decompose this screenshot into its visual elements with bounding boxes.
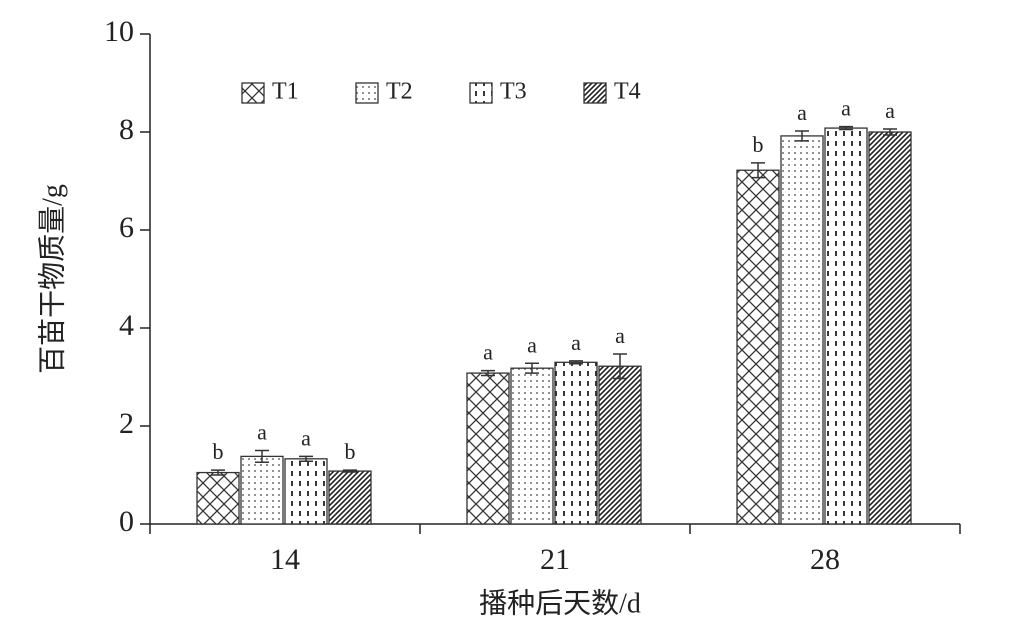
x-axis-label: 播种后天数/d <box>479 587 641 619</box>
significance-label: a <box>841 96 851 121</box>
significance-label: a <box>571 330 581 355</box>
y-tick-label: 2 <box>119 407 134 440</box>
significance-label: a <box>301 425 311 450</box>
bar <box>554 361 598 525</box>
significance-label: a <box>797 100 807 125</box>
bar <box>240 455 284 525</box>
bar <box>824 127 868 525</box>
error-bar <box>525 362 539 374</box>
bar <box>736 169 780 525</box>
error-bar <box>255 449 269 464</box>
error-bar <box>795 130 809 142</box>
error-bar <box>883 128 897 136</box>
legend-swatch <box>355 82 379 104</box>
legend-label: T4 <box>614 79 641 105</box>
bar <box>598 365 642 525</box>
bar <box>328 470 372 525</box>
error-bar <box>751 162 765 179</box>
error-bar <box>481 369 495 377</box>
x-tick-label: 21 <box>540 543 570 576</box>
y-tick-label: 6 <box>119 211 134 244</box>
y-axis-label: 百苗干物质量/g <box>36 184 68 374</box>
error-bar <box>299 455 313 463</box>
bar <box>284 458 328 525</box>
significance-label: a <box>483 340 493 365</box>
significance-label: a <box>257 420 267 445</box>
bar <box>780 135 824 525</box>
error-bar <box>343 469 357 473</box>
bar <box>196 471 240 525</box>
y-tick-label: 10 <box>104 15 134 48</box>
y-tick-label: 8 <box>119 113 134 146</box>
legend-label: T1 <box>272 79 299 105</box>
x-tick-label: 28 <box>810 543 840 576</box>
legend-swatch <box>583 82 607 104</box>
bar <box>466 372 510 525</box>
y-tick-label: 0 <box>119 505 134 538</box>
error-bar <box>839 125 853 131</box>
legend-swatch <box>469 82 493 104</box>
legend-label: T3 <box>500 79 527 105</box>
significance-label: b <box>213 439 224 464</box>
x-tick-label: 14 <box>270 543 300 576</box>
y-tick-label: 4 <box>119 309 134 342</box>
error-bar <box>613 353 627 380</box>
significance-label: b <box>345 439 356 464</box>
error-bar <box>211 469 225 476</box>
legend-label: T2 <box>386 79 413 105</box>
bar <box>510 367 554 525</box>
significance-label: a <box>615 323 625 348</box>
legend-swatch <box>241 82 265 104</box>
significance-label: b <box>753 132 764 157</box>
error-bar <box>569 360 583 365</box>
bar <box>868 131 912 525</box>
significance-label: a <box>885 98 895 123</box>
significance-label: a <box>527 332 537 357</box>
